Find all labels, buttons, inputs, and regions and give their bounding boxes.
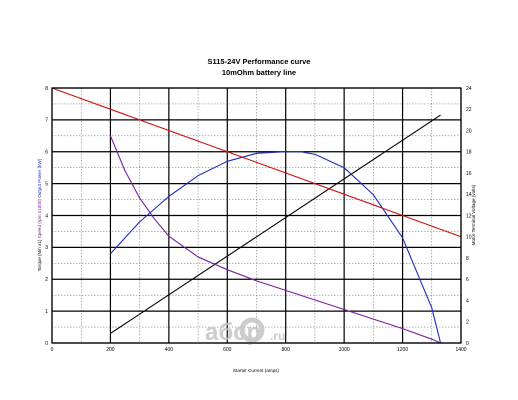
y-axis-label-right: Motor Terminal Voltage (volts) (471, 184, 476, 245)
y-axis-label-left-part: Output Power (kW) (37, 158, 42, 199)
y-right-tick-label: 6 (466, 277, 469, 283)
x-tick-label: 1400 (455, 347, 466, 353)
y-left-tick-label: 7 (45, 118, 48, 124)
y-left-tick-label: 6 (45, 150, 48, 156)
x-tick-label: 1200 (397, 347, 408, 353)
y-right-tick-label: 22 (466, 107, 472, 113)
y-right-tick-label: 12 (466, 213, 472, 219)
watermark-logo-ring (239, 317, 265, 343)
voltage-line (51, 87, 462, 238)
y-right-tick-label: 4 (466, 298, 469, 304)
y-left-tick-label: 0 (45, 341, 48, 347)
tick-labels: 0 200 400 600 800 1000 1200 1400012345678024681… (45, 86, 472, 353)
y-axis-label-left-part: Torque (Nm x1) (37, 239, 42, 271)
y-right-tick-label: 18 (466, 150, 472, 156)
grid (51, 87, 462, 344)
y-right-tick-label: 10 (466, 235, 472, 241)
plot-frame (51, 87, 462, 344)
x-tick-label: 0 (51, 347, 54, 353)
plot-border (51, 87, 462, 344)
power-line (110, 151, 442, 344)
chart-title: S115-24V Performance curve (208, 57, 311, 66)
x-axis-label: Starter Current (amps) (233, 368, 279, 373)
watermark-brand: aбcp (205, 319, 261, 346)
y-right-tick-label: 8 (466, 256, 469, 262)
speed-line (109, 135, 441, 344)
y-right-tick-label: 24 (466, 86, 472, 92)
x-tick-label: 400 (165, 347, 174, 353)
y-left-tick-label: 5 (45, 181, 48, 187)
y-axis-label-left-part: Speed (rpm x1000) (37, 199, 42, 240)
y-right-tick-label: 14 (466, 192, 472, 198)
chart-subtitle: 10mOhm battery line (222, 68, 296, 77)
y-left-tick-label: 2 (45, 277, 48, 283)
series (51, 87, 462, 344)
y-left-tick-label: 3 (45, 245, 48, 251)
watermark: aбcp .ru (205, 317, 285, 346)
y-right-tick-label: 16 (466, 171, 472, 177)
x-tick-label: 200 (106, 347, 115, 353)
x-tick-label: 800 (282, 347, 291, 353)
y-right-tick-label: 0 (466, 341, 469, 347)
torque-line (110, 114, 441, 334)
watermark-suffix: .ru (270, 329, 285, 343)
y-left-tick-label: 1 (45, 309, 48, 315)
y-axis-label-left: Torque (Nm x1) Speed (rpm x1000) Output … (37, 158, 42, 271)
y-left-tick-label: 4 (45, 213, 48, 219)
y-right-tick-label: 2 (466, 320, 469, 326)
x-tick-label: 1000 (339, 347, 350, 353)
y-left-tick-label: 8 (45, 86, 48, 92)
y-right-tick-label: 20 (466, 128, 472, 134)
x-tick-label: 600 (223, 347, 232, 353)
